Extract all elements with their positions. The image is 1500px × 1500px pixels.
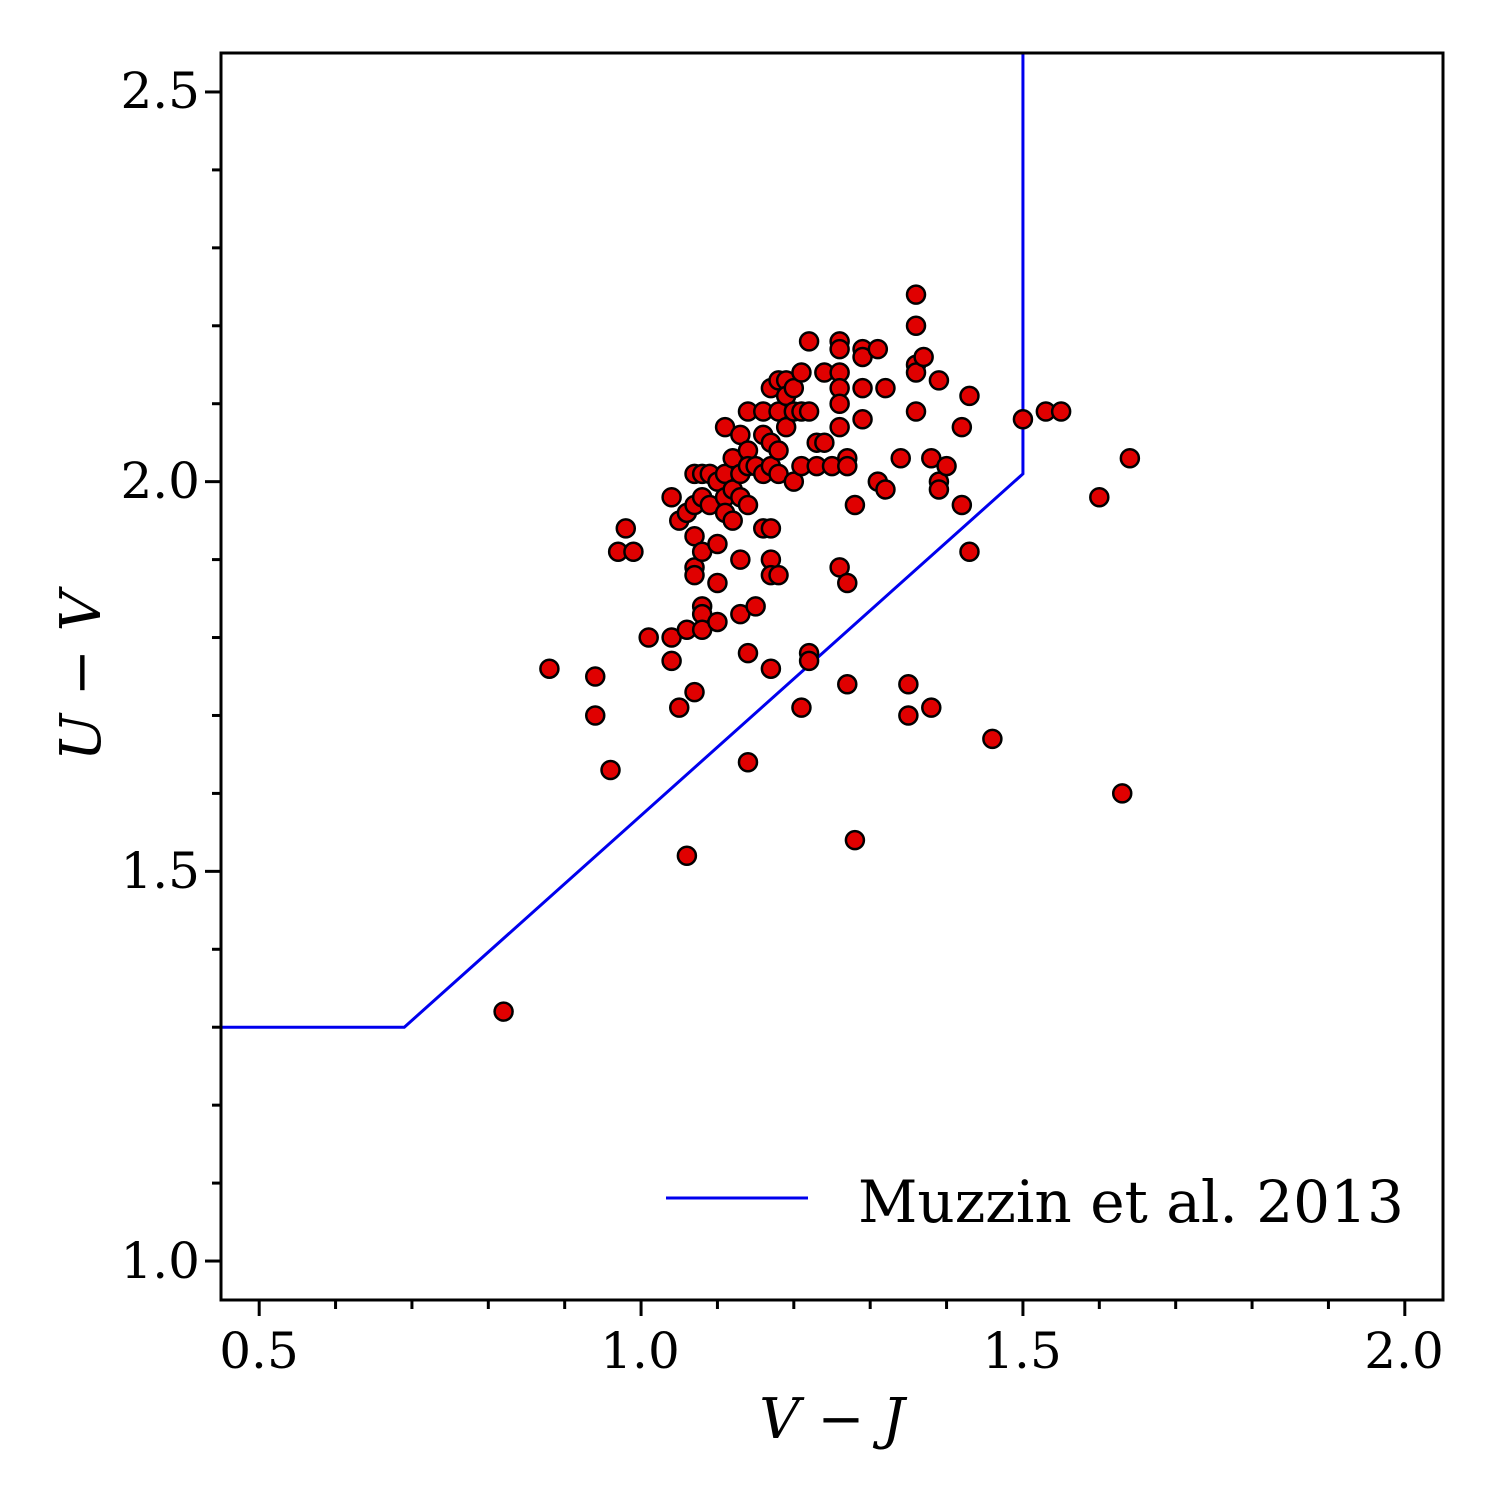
data-point [867, 338, 889, 360]
data-point [921, 697, 942, 718]
data-point [829, 338, 850, 360]
plot-frame [219, 51, 1445, 1302]
data-point [760, 518, 782, 539]
selection-boundary [221, 53, 1025, 1029]
data-point [791, 697, 812, 718]
data-point [837, 674, 858, 695]
data-point [852, 377, 873, 399]
data-point [928, 479, 950, 500]
data-point [875, 479, 896, 500]
data-point [493, 1001, 514, 1022]
data-point [837, 455, 858, 477]
data-point [768, 440, 789, 461]
data-point [730, 549, 751, 570]
data-point [638, 627, 659, 648]
data-point [1050, 401, 1072, 422]
data-point [684, 681, 705, 703]
data-point [928, 370, 950, 391]
data-point [1119, 448, 1141, 469]
data-point [798, 650, 820, 672]
data-point [661, 486, 682, 508]
data-point [905, 284, 927, 305]
data-point [890, 448, 911, 469]
data-point [951, 416, 973, 438]
data-point [829, 393, 850, 414]
data-point [844, 829, 866, 851]
data-point [913, 346, 934, 368]
data-point [737, 642, 759, 664]
x-tick-label: 1.0 [600, 1322, 680, 1380]
boundary-line [221, 53, 1025, 1029]
data-point [951, 494, 973, 516]
data-point [676, 845, 698, 867]
data-point [623, 541, 644, 563]
data-point [584, 666, 606, 687]
data-point [982, 728, 1003, 750]
data-point [798, 331, 820, 352]
data-point [539, 658, 560, 679]
data-point [829, 416, 850, 438]
data-point [936, 455, 957, 477]
data-point [600, 759, 621, 781]
data-point [768, 564, 789, 586]
data-points [493, 284, 1141, 1022]
data-point [898, 674, 919, 695]
data-point [959, 385, 980, 407]
x-tick-label: 1.5 [982, 1322, 1062, 1380]
data-point [707, 572, 728, 594]
y-tick-label: 1.0 [120, 1232, 200, 1290]
data-point [745, 596, 766, 617]
y-tick-label: 2.5 [120, 62, 200, 120]
data-point [760, 658, 782, 679]
plot-background [221, 53, 1443, 1300]
x-axis-label: V − J [759, 1387, 908, 1452]
data-point [1012, 409, 1034, 430]
y-tick-label: 1.5 [120, 842, 200, 900]
data-point [798, 401, 820, 422]
data-point [844, 494, 866, 516]
data-point [875, 377, 896, 399]
data-point [615, 518, 637, 539]
data-point [837, 572, 858, 594]
data-point [707, 533, 728, 555]
x-tick-label: 0.5 [219, 1322, 299, 1380]
y-axis-label: U − V [49, 585, 114, 761]
data-point [905, 401, 927, 422]
data-point [737, 494, 759, 516]
data-point [852, 409, 873, 430]
data-point [722, 510, 743, 531]
legend: Muzzin et al. 2013 [666, 1168, 1404, 1236]
axis-ticks [205, 90, 1407, 1316]
y-tick-label: 2.0 [120, 452, 200, 510]
data-point [791, 362, 812, 383]
data-point [584, 705, 606, 726]
data-point [814, 432, 835, 453]
data-point [1111, 783, 1133, 804]
data-point [905, 315, 927, 337]
data-point [959, 541, 980, 563]
data-point [661, 650, 682, 672]
x-tick-label: 2.0 [1364, 1322, 1444, 1380]
data-point [684, 564, 705, 586]
legend-label: Muzzin et al. 2013 [858, 1168, 1404, 1236]
data-point [898, 705, 919, 726]
data-point [1089, 486, 1110, 508]
data-point [669, 697, 690, 718]
data-point [737, 751, 759, 773]
data-point [707, 611, 728, 633]
